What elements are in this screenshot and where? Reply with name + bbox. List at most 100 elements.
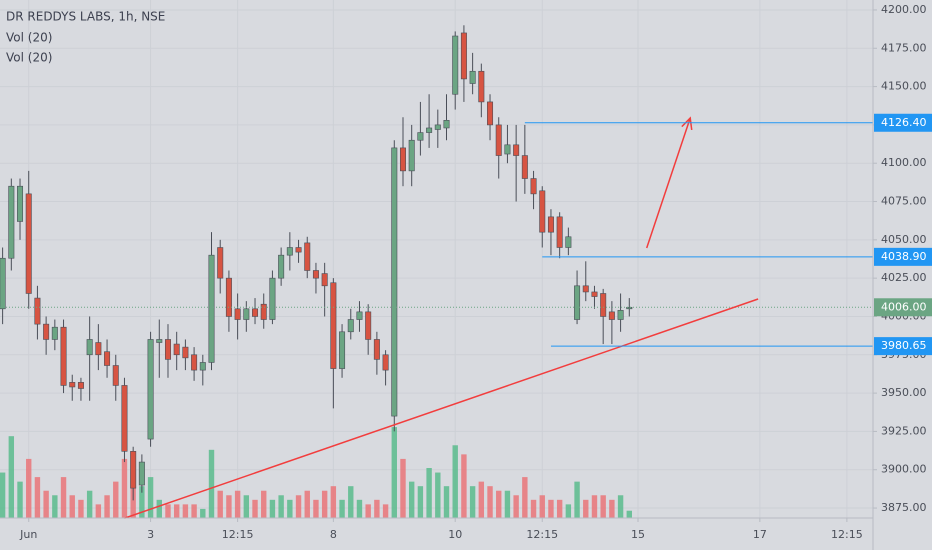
candle-body — [86, 339, 93, 356]
volume-bar — [626, 510, 632, 518]
volume-bar — [591, 495, 598, 518]
volume-bar — [8, 436, 15, 518]
volume-bar — [69, 495, 75, 518]
candle-body — [469, 70, 476, 84]
volume-bar — [408, 481, 415, 518]
candle-body — [130, 451, 137, 489]
volume-bar — [43, 490, 49, 518]
volume-bar — [295, 495, 302, 518]
candle-body — [69, 382, 76, 388]
candle-body — [391, 147, 398, 417]
candle-body — [487, 101, 494, 126]
y-tick-label: 3875.00 — [881, 501, 927, 514]
candle-body — [234, 308, 241, 320]
axes: 3875.003900.003925.003950.003975.004000.… — [19, 3, 932, 541]
volume-bar — [435, 472, 441, 518]
candle-body — [434, 124, 441, 130]
candle-body — [417, 132, 424, 141]
y-tick-label: 4150.00 — [881, 80, 927, 93]
volume-bar — [165, 504, 171, 518]
volume-bar — [78, 499, 84, 518]
volume-bar — [539, 495, 545, 518]
candle-body — [34, 297, 41, 325]
volume-bar — [191, 504, 197, 518]
volume-bar — [304, 490, 310, 518]
chart-title: DR REDDYS LABS, 1h, NSE — [6, 10, 165, 24]
volume-bar — [313, 499, 319, 518]
volume-bar — [356, 499, 363, 518]
volume-bar — [34, 477, 41, 518]
candle-body — [77, 382, 84, 389]
candle-body — [252, 308, 259, 317]
volume-bar — [548, 499, 554, 518]
volume-bar — [382, 504, 389, 518]
candle-body — [321, 273, 328, 287]
volume-bar — [252, 499, 258, 518]
candle-body — [121, 385, 128, 452]
candle-body — [8, 185, 15, 259]
volume-bar — [461, 454, 467, 518]
x-tick-label: 8 — [330, 528, 337, 541]
volume-bar — [330, 486, 337, 518]
candle-body — [495, 124, 502, 156]
candle-body — [269, 277, 276, 320]
candle-body — [617, 310, 624, 320]
candles — [0, 25, 633, 501]
candle-body — [147, 339, 154, 440]
volume-bar — [583, 499, 589, 518]
y-tick-label: 4200.00 — [881, 3, 927, 16]
x-tick-label: 12:15 — [831, 528, 863, 541]
price-tag-label: 4038.90 — [881, 250, 927, 263]
y-tick-label: 4075.00 — [881, 195, 927, 208]
volume-bar — [17, 481, 23, 518]
volume-bar — [600, 495, 606, 518]
volume-bar — [0, 472, 6, 518]
candle-body — [278, 254, 285, 279]
volume-bar — [374, 499, 380, 518]
trendline — [124, 298, 759, 519]
volume-bar — [104, 495, 110, 518]
volume-bar — [426, 468, 432, 518]
volume-bar — [234, 490, 241, 518]
candle-body — [608, 311, 615, 320]
candle-body — [460, 32, 467, 80]
volume-bar — [139, 486, 145, 518]
candle-body — [382, 354, 389, 371]
candle-body — [286, 247, 293, 256]
volume-bar — [504, 490, 511, 518]
volume-bar — [121, 458, 128, 518]
y-tick-label: 3950.00 — [881, 386, 927, 399]
candle-body — [208, 254, 215, 363]
candle-body — [217, 247, 224, 279]
candle-body — [521, 155, 528, 179]
candle-body — [513, 144, 520, 156]
x-tick-label: 12:15 — [222, 528, 254, 541]
plot-area — [0, 0, 873, 518]
candle-body — [173, 343, 180, 356]
volume-bar — [269, 499, 276, 518]
volume-bar — [513, 495, 519, 518]
candle-body — [565, 236, 572, 248]
volume-bar — [522, 477, 528, 518]
candle-body — [330, 282, 337, 369]
volume-bar — [348, 486, 354, 518]
volume-bar — [95, 504, 102, 518]
candle-body — [17, 185, 24, 222]
volume-bar — [400, 458, 406, 518]
candle-body — [312, 270, 319, 279]
price-tag-label: 3980.65 — [881, 339, 927, 352]
indicator-label: Vol (20) — [6, 51, 52, 65]
candle-body — [452, 35, 459, 95]
indicator-label: Vol (20) — [6, 31, 52, 45]
candle-body — [626, 306, 633, 310]
volume-bar — [469, 486, 476, 518]
price-tag — [874, 337, 932, 356]
y-tick-label: 4050.00 — [881, 233, 927, 246]
volume-bar — [60, 477, 67, 518]
y-tick-label: 4175.00 — [881, 41, 927, 54]
candle-body — [112, 365, 119, 386]
volume-bar — [200, 508, 206, 518]
candle-body — [339, 331, 346, 369]
arrow-head — [681, 116, 693, 131]
x-tick-label: 15 — [631, 528, 645, 541]
